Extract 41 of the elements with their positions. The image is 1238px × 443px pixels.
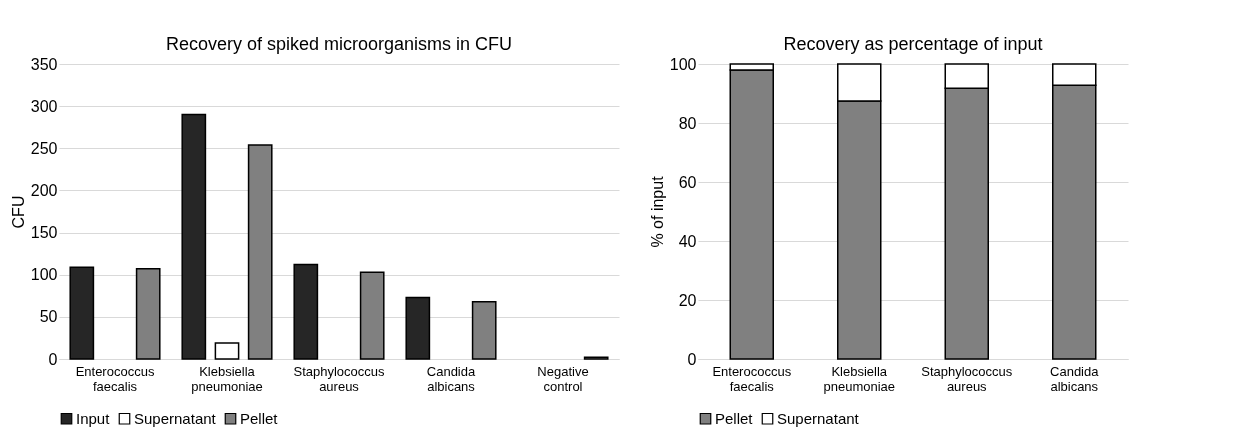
y-tick-label: 250 bbox=[30, 139, 58, 157]
x-tick-label: Enterococcus faecalis bbox=[75, 363, 155, 394]
y-tick-label: 60 bbox=[678, 173, 697, 191]
y-tick-label: 80 bbox=[678, 114, 697, 132]
bar bbox=[181, 113, 207, 360]
x-tick-label: Klebsiella pneumoniae bbox=[191, 363, 263, 394]
bar bbox=[135, 268, 161, 360]
y-tick-label: 150 bbox=[30, 224, 58, 242]
y-axis-title: % of input bbox=[648, 175, 666, 248]
x-tick-label: Staphylococcus aureus bbox=[293, 363, 386, 394]
legend-label: Supernatant bbox=[134, 409, 217, 427]
x-tick-label: Candida albicans bbox=[1050, 363, 1100, 394]
legend-label: Input bbox=[76, 409, 111, 427]
chart-title: Recovery as percentage of input bbox=[783, 34, 1043, 54]
y-tick-label: 40 bbox=[678, 232, 697, 250]
y-tick-label: 20 bbox=[678, 291, 697, 309]
y-axis-title: CFU bbox=[9, 195, 27, 229]
legend-label: Pellet bbox=[240, 409, 279, 427]
y-tick-label: 100 bbox=[669, 55, 697, 73]
y-tick-label: 200 bbox=[30, 181, 58, 199]
x-tick-label: Klebsiella pneumoniae bbox=[823, 363, 896, 394]
x-tick-label: Negative control bbox=[537, 363, 589, 394]
bar bbox=[69, 266, 95, 360]
bar bbox=[471, 300, 497, 360]
y-tick-label: 300 bbox=[30, 97, 58, 115]
y-tick-label: 0 bbox=[687, 350, 697, 368]
bar bbox=[293, 263, 319, 360]
x-tick-label: Enterococcus faecalis bbox=[712, 363, 792, 394]
legend-label: Supernatant bbox=[777, 409, 860, 427]
y-tick-label: 50 bbox=[39, 308, 58, 326]
bar bbox=[359, 271, 385, 360]
x-tick-label: Candida albicans bbox=[426, 363, 476, 394]
x-tick-label: Staphylococcus aureus bbox=[921, 363, 1013, 394]
y-tick-label: 350 bbox=[30, 55, 58, 73]
y-tick-label: 100 bbox=[30, 266, 58, 284]
legend-label: Pellet bbox=[715, 409, 754, 427]
bar bbox=[405, 296, 431, 360]
chart-title: Recovery of spiked microorganisms in CFU bbox=[165, 34, 513, 54]
y-tick-label: 0 bbox=[48, 350, 58, 368]
bar bbox=[247, 144, 273, 360]
bar bbox=[214, 342, 240, 360]
